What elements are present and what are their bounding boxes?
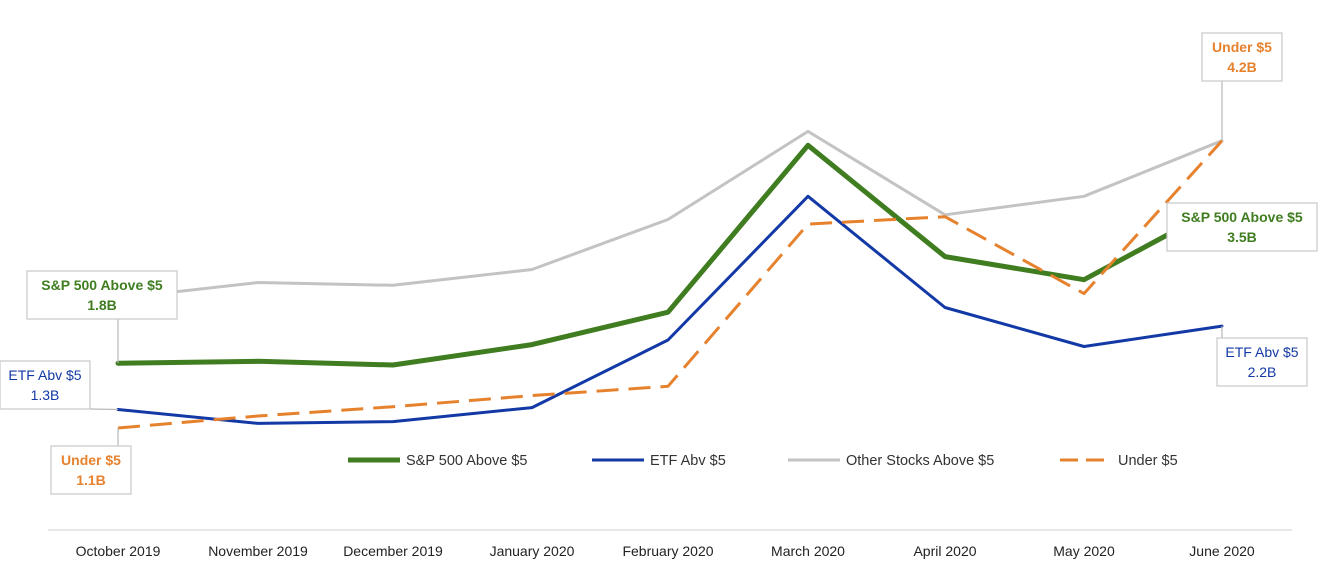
x-axis-ticks: October 2019 November 2019 December 2019 Ja…	[76, 543, 1255, 559]
callouts: S&P 500 Above $5 1.8B ETF Abv $5 1.3B Under …	[0, 32, 1318, 495]
x-tick-label: January 2020	[490, 543, 575, 559]
legend-label: S&P 500 Above $5	[406, 453, 527, 469]
callout-value: 1.3B	[31, 387, 60, 403]
x-tick-label: April 2020	[913, 543, 976, 559]
callout-label: S&P 500 Above $5	[41, 277, 163, 293]
callout-value: 3.5B	[1227, 229, 1257, 245]
callout-label: Under $5	[1212, 39, 1272, 55]
callout-label: Under $5	[61, 452, 121, 468]
callout-box	[1166, 202, 1318, 252]
x-tick-label: June 2020	[1189, 543, 1255, 559]
callout-box	[26, 270, 178, 320]
legend: S&P 500 Above $5 ETF Abv $5 Other Stocks A…	[348, 453, 1178, 469]
series-line-2	[116, 129, 1224, 300]
callout-leader	[89, 408, 119, 411]
series-line-1	[116, 194, 1224, 425]
callout-value: 2.2B	[1248, 364, 1277, 380]
callout-box	[50, 445, 132, 495]
callout-value: 4.2B	[1227, 59, 1257, 75]
legend-label: Other Stocks Above $5	[846, 453, 994, 469]
x-tick-label: May 2020	[1053, 543, 1115, 559]
x-tick-label: November 2019	[208, 543, 308, 559]
x-tick-label: March 2020	[771, 543, 845, 559]
callout-box	[1201, 32, 1283, 82]
series-layer	[115, 129, 1225, 430]
callout-label: ETF Abv $5	[1225, 344, 1298, 360]
legend-label: Under $5	[1118, 453, 1178, 469]
series-line-0	[115, 142, 1225, 368]
callout-box	[1216, 337, 1308, 387]
callout-value: 1.8B	[87, 297, 117, 313]
x-tick-label: February 2020	[622, 543, 713, 559]
callout-box	[0, 360, 91, 410]
callout-value: 1.1B	[76, 472, 106, 488]
x-tick-label: December 2019	[343, 543, 443, 559]
callout-label: ETF Abv $5	[8, 367, 81, 383]
callout-label: S&P 500 Above $5	[1181, 209, 1303, 225]
series-line-3	[117, 139, 1224, 430]
x-tick-label: October 2019	[76, 543, 161, 559]
legend-label: ETF Abv $5	[650, 453, 726, 469]
